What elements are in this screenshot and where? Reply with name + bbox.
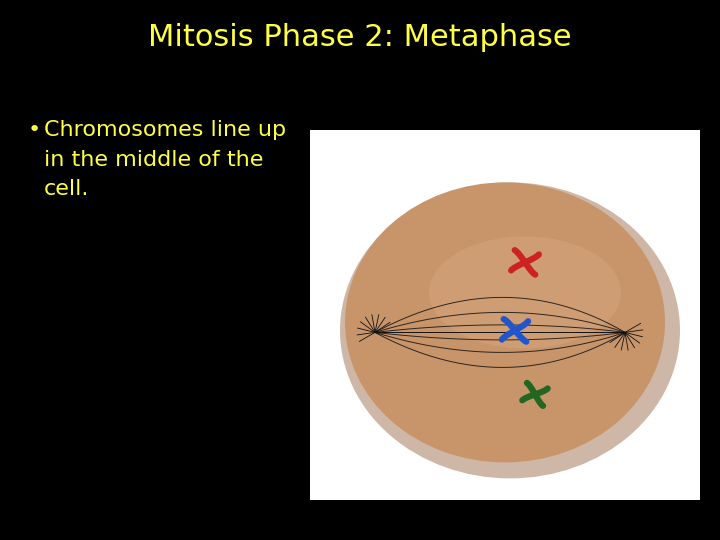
Bar [310,130,700,500]
Text: Chromosomes line up
in the middle of the
cell.: Chromosomes line up in the middle of the… [44,120,286,199]
Ellipse shape [345,183,665,462]
Ellipse shape [429,237,621,348]
Ellipse shape [340,183,680,478]
Text: •: • [28,120,41,140]
Text: Mitosis Phase 2: Metaphase: Mitosis Phase 2: Metaphase [148,24,572,52]
